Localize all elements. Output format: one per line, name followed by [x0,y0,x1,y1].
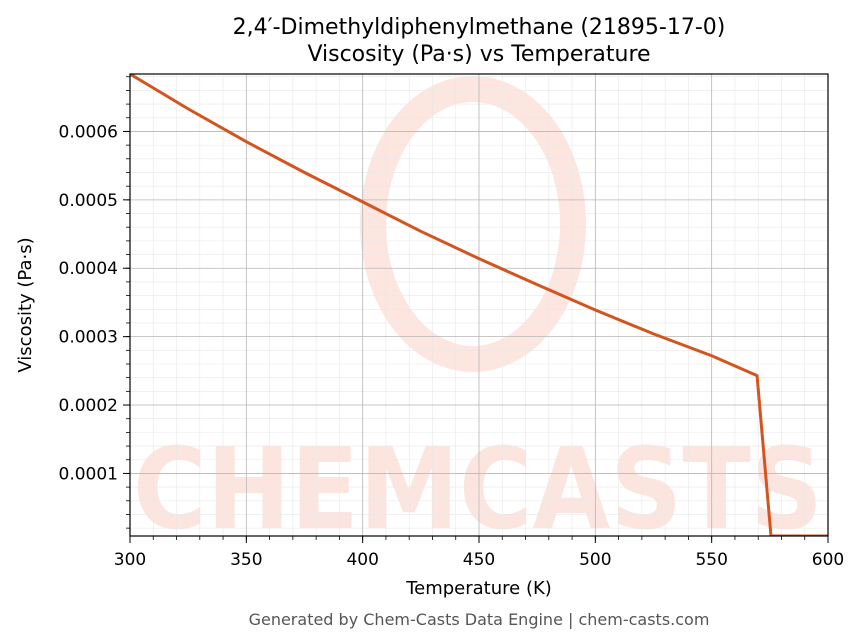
x-axis-label: Temperature (K) [405,578,552,599]
y-tick-label: 0.0006 [59,122,118,142]
x-tick-label: 550 [695,550,727,570]
watermark-logo-ring [360,76,586,372]
y-axis: 0.0001 0.0002 0.0003 0.0004 0.0005 0.0006 [59,76,130,529]
chart-subtitle: Viscosity (Pa·s) vs Temperature [307,42,650,67]
series-line [130,74,828,536]
x-tick-label: 450 [463,550,495,570]
y-tick-label: 0.0002 [59,396,118,416]
footer-credit: Generated by Chem-Casts Data Engine | ch… [249,610,710,629]
x-tick-label: 500 [579,550,611,570]
x-tick-label: 400 [346,550,378,570]
y-tick-label: 0.0001 [59,464,118,484]
y-tick-label: 0.0005 [59,191,118,211]
chart-title: 2,4′-Dimethyldiphenylmethane (21895-17-0… [233,15,726,40]
x-tick-label: 600 [812,550,844,570]
x-tick-label: 300 [114,550,146,570]
series-layer [130,74,828,536]
watermark-text: CHEMCASTS [133,425,823,555]
y-tick-label: 0.0004 [59,259,118,279]
x-axis: 300 350 400 450 500 550 600 [114,536,844,570]
watermark: CHEMCASTS [133,76,823,555]
y-axis-label: Viscosity (Pa·s) [15,237,36,372]
y-tick-label: 0.0003 [59,328,118,348]
x-tick-label: 350 [230,550,262,570]
